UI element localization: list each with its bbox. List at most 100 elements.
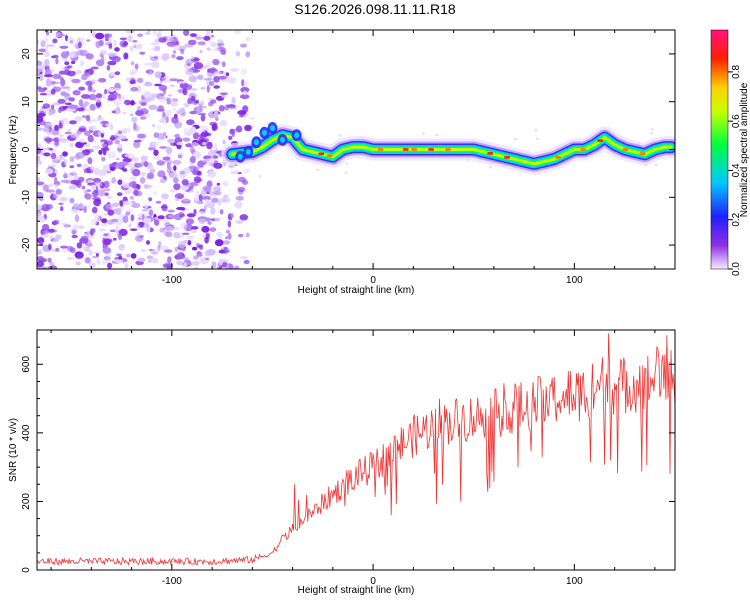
noise-blob [41, 266, 47, 269]
noise-blob [80, 235, 89, 244]
noise-blob [207, 170, 217, 178]
noise-blob [72, 170, 77, 176]
noise-blob [89, 119, 98, 122]
noise-blob [104, 253, 113, 257]
noise-blob [60, 51, 69, 59]
noise-blob [175, 41, 180, 46]
noise-blob [118, 214, 126, 218]
noise-blob [239, 114, 244, 118]
noise-blob [218, 75, 227, 80]
spectrogram-xtick-label: -100 [162, 275, 182, 286]
noise-blob [104, 89, 108, 95]
noise-blob [119, 37, 127, 41]
noise-blob [78, 86, 86, 91]
noise-blob [118, 233, 122, 240]
noise-blob [101, 156, 106, 162]
noise-blob [75, 141, 84, 148]
noise-blob [61, 249, 70, 253]
noise-blob [69, 247, 76, 254]
noise-blob [69, 165, 75, 169]
noise-blob [58, 202, 64, 205]
noise-blob [158, 30, 163, 34]
noise-blob [60, 78, 66, 87]
noise-blob [115, 162, 123, 169]
snr-plot-area [37, 330, 675, 570]
noise-blob [168, 94, 172, 97]
noise-blob [190, 230, 198, 233]
noise-blob [70, 208, 77, 213]
noise-blob [47, 183, 54, 187]
noise-blob [143, 184, 150, 190]
noise-blob [203, 155, 212, 160]
colorbar-tick-label: 0.0 [731, 262, 742, 276]
noise-blob [210, 73, 220, 77]
noise-blob [83, 49, 88, 53]
noise-blob [156, 160, 165, 166]
noise-blob [122, 168, 128, 172]
noise-blob [52, 38, 58, 44]
noise-speck [534, 129, 538, 132]
noise-blob [43, 50, 50, 58]
noise-blob [115, 157, 120, 161]
noise-blob [177, 154, 182, 159]
noise-blob [93, 198, 101, 207]
noise-blob [113, 237, 117, 241]
noise-blob [50, 88, 56, 95]
noise-blob [111, 56, 121, 63]
noise-blob [237, 186, 246, 192]
noise-blob [225, 236, 229, 240]
noise-blob [176, 196, 180, 199]
noise-blob [205, 217, 211, 222]
noise-blob [237, 110, 247, 116]
noise-speck [338, 134, 342, 137]
noise-blob [93, 181, 103, 187]
noise-blob [109, 136, 116, 141]
ridge-peak [504, 156, 511, 159]
noise-blob [203, 78, 213, 81]
noise-blob [195, 189, 200, 198]
noise-blob [68, 97, 75, 102]
noise-blob [117, 244, 126, 251]
spectrogram-xtick-label: 0 [370, 275, 376, 286]
noise-blob [204, 198, 210, 204]
colorbar-ticks: 0.0 0.2 0.4 0.6 0.8 [710, 29, 742, 276]
noise-blob [182, 198, 191, 202]
noise-blob [130, 61, 135, 66]
noise-blob [146, 240, 150, 245]
noise-speck [650, 128, 654, 131]
noise-blob [95, 59, 105, 67]
noise-blob [132, 157, 139, 163]
noise-blob [193, 176, 202, 184]
noise-blob [96, 116, 105, 122]
noise-blob [207, 60, 211, 67]
noise-blob [75, 261, 81, 266]
noise-blob [197, 74, 204, 80]
noise-blob [138, 221, 145, 228]
noise-blob [193, 196, 198, 204]
noise-blob [132, 39, 138, 43]
noise-blob [122, 182, 131, 189]
noise-blob [55, 247, 60, 252]
noise-blob [96, 258, 101, 266]
noise-blob [45, 45, 49, 52]
noise-blob [100, 120, 109, 124]
noise-blob [84, 130, 91, 136]
noise-blob [198, 218, 207, 225]
noise-speck [344, 171, 348, 174]
noise-blob [237, 176, 246, 183]
noise-blob [179, 45, 186, 51]
noise-blob [190, 56, 195, 60]
snr-xtick-label: 0 [370, 576, 376, 587]
noise-blob [87, 85, 93, 92]
snr-xtick-label: 100 [566, 576, 583, 587]
noise-blob [179, 107, 185, 113]
noise-blob [203, 35, 211, 41]
noise-blob [44, 36, 49, 44]
noise-blob [48, 147, 54, 151]
noise-blob [71, 230, 77, 235]
noise-blob [181, 179, 189, 186]
noise-blob [213, 190, 222, 196]
noise-blob [91, 255, 99, 259]
